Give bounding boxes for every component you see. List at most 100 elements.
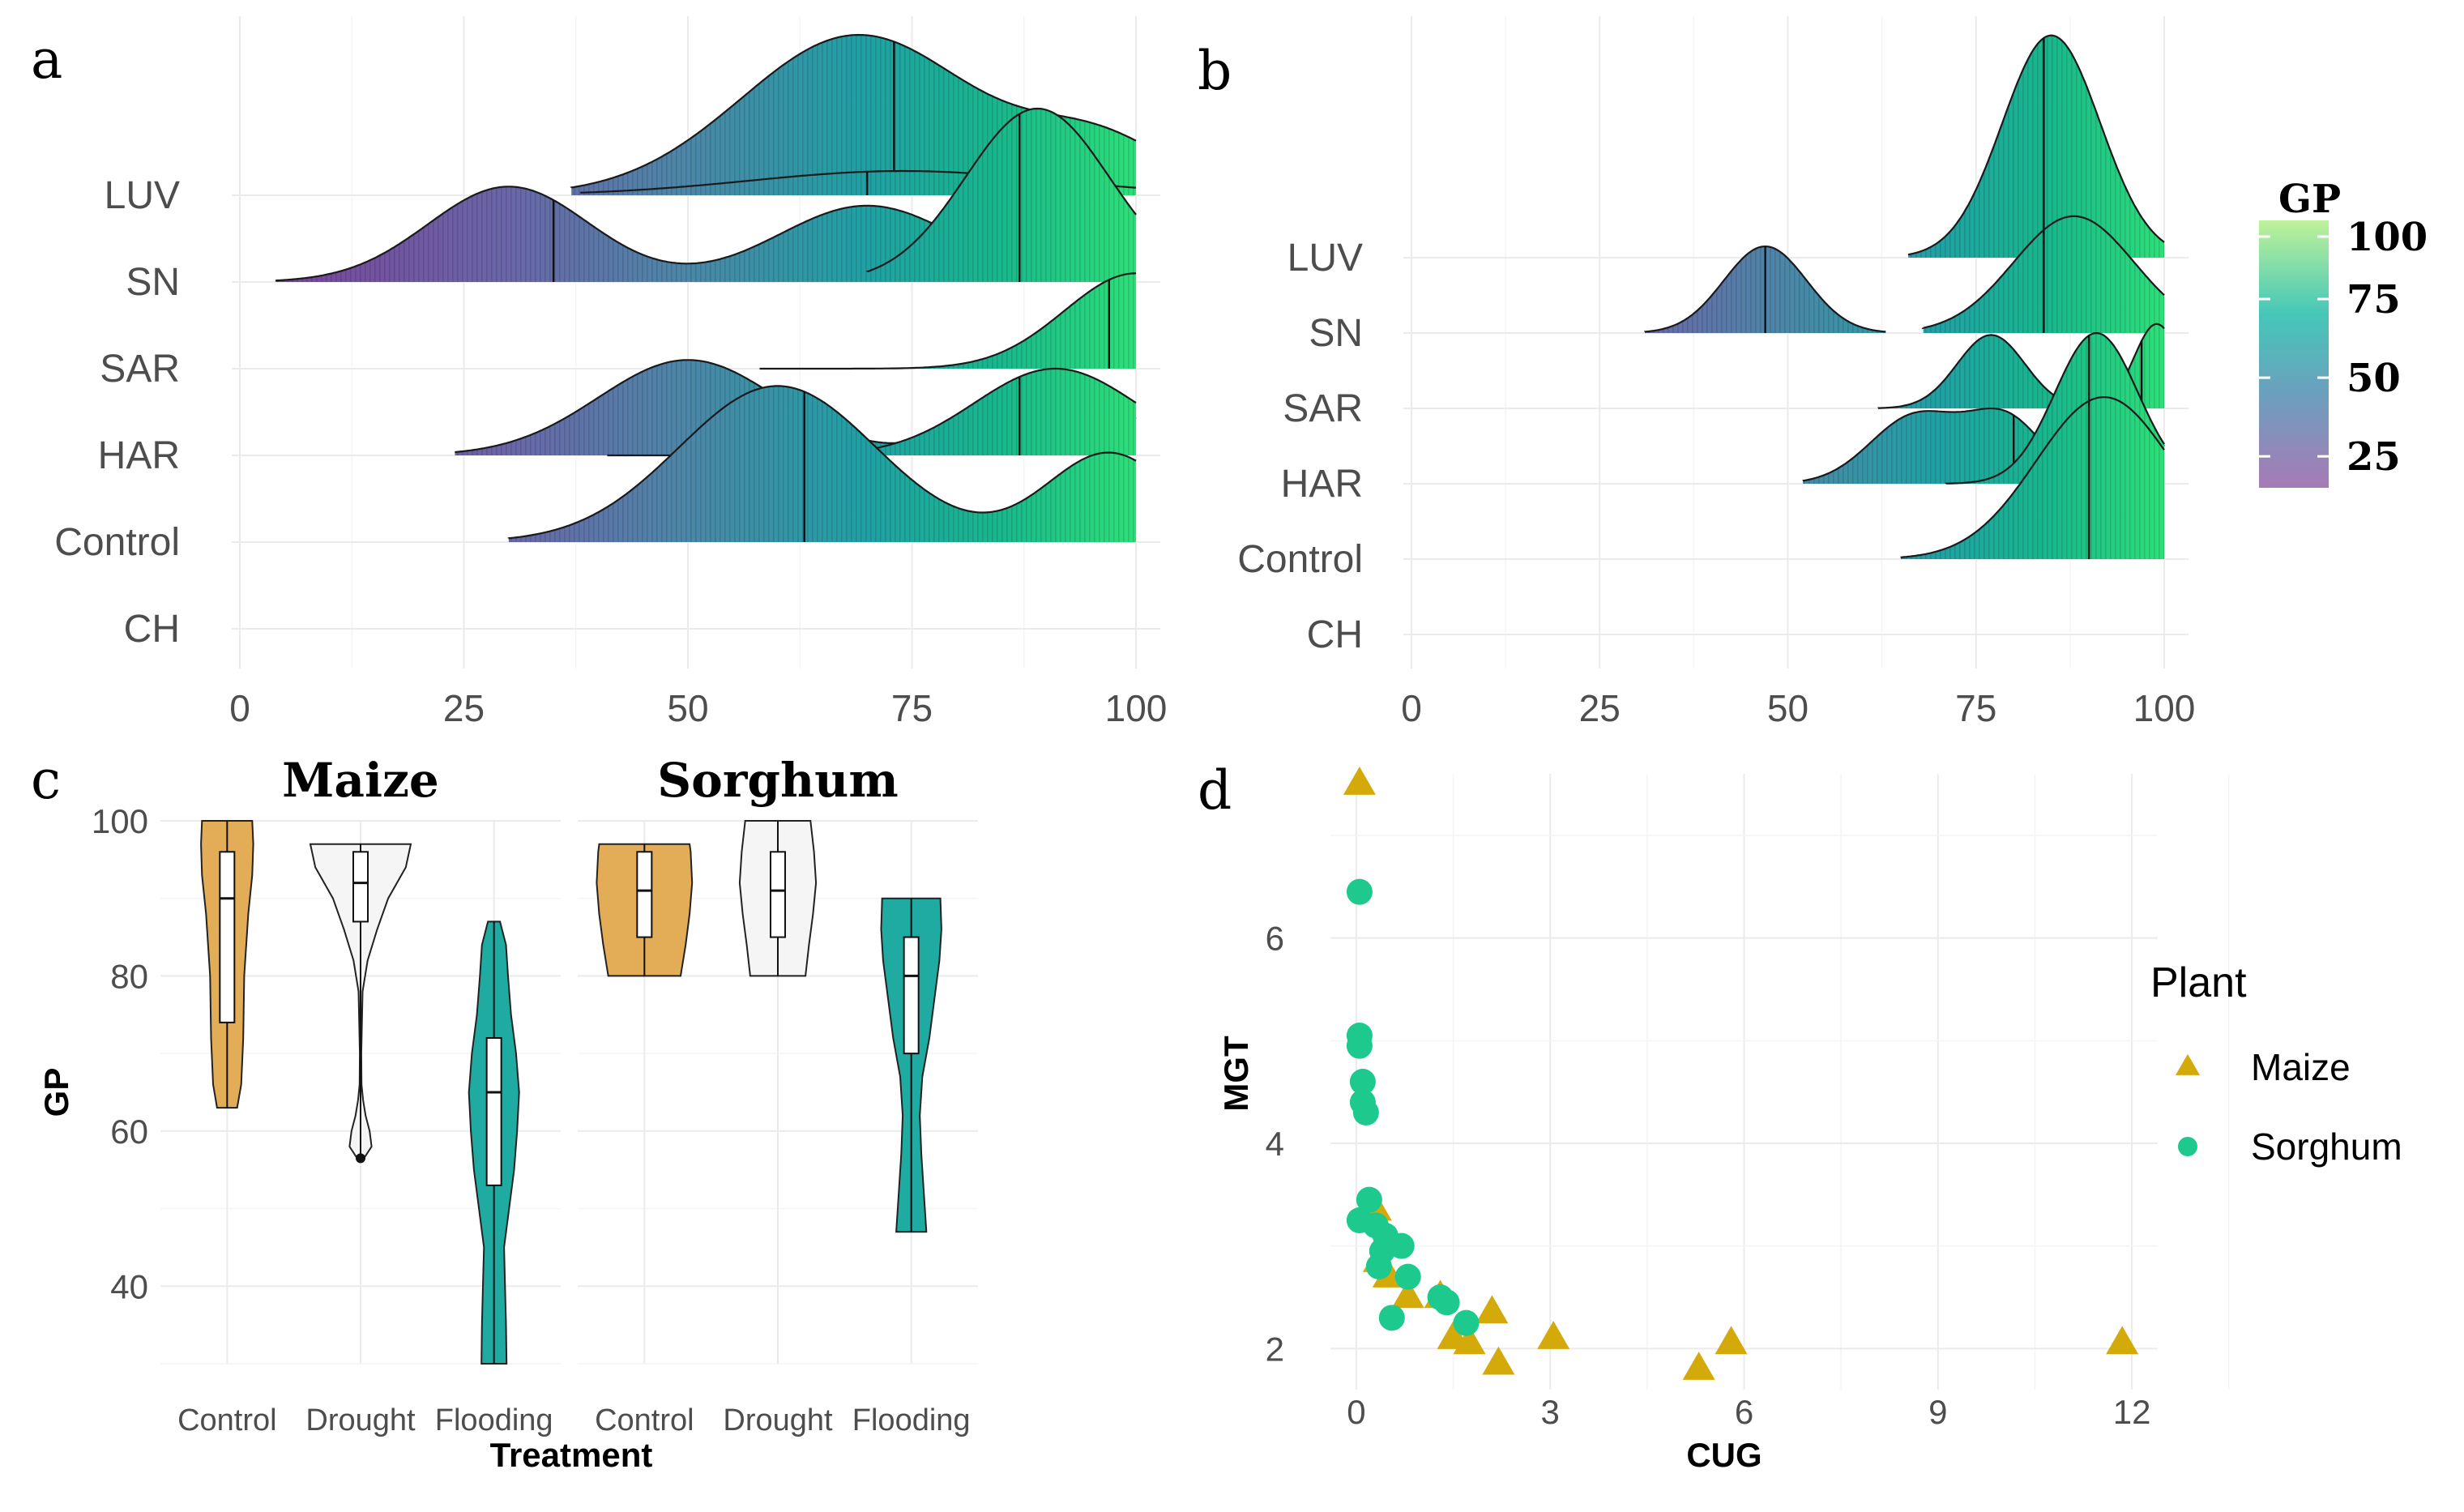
x-tick-label: 0 xyxy=(1401,687,1422,729)
panel-c-axes: Maize Control Drought Flooding Sorghum Contro… xyxy=(37,753,971,1474)
x-tick-label: 6 xyxy=(1735,1393,1753,1431)
category-label: SN xyxy=(1309,312,1363,355)
point-sorghum xyxy=(1378,1305,1405,1331)
ridge-hatch xyxy=(867,109,1136,282)
ridge-sn xyxy=(866,107,1137,282)
category-label: HAR xyxy=(98,434,180,477)
x-tick-label: Drought xyxy=(723,1403,833,1437)
panel-c-violins xyxy=(200,820,942,1365)
colorbar-gradient xyxy=(2259,220,2329,488)
facet-title: Sorghum xyxy=(657,753,898,808)
y-axis-title: GP xyxy=(37,1068,75,1117)
panel-label-a: a xyxy=(31,28,62,91)
ridge-sn xyxy=(1921,215,2165,333)
ridge-hatch xyxy=(1908,35,2164,258)
colorbar-ticks: 100 75 50 25 xyxy=(2259,215,2428,480)
x-tick-label: Control xyxy=(595,1403,694,1437)
category-label: HAR xyxy=(1281,463,1363,506)
point-sorghum xyxy=(1433,1289,1460,1316)
colorbar-tick-label: 75 xyxy=(2347,277,2401,322)
x-tick-label: Drought xyxy=(305,1403,416,1437)
x-tick-label: 25 xyxy=(1579,687,1621,729)
x-tick-label: 12 xyxy=(2113,1393,2151,1431)
violin-box xyxy=(485,1037,502,1186)
x-tick-label: 9 xyxy=(1928,1393,1947,1431)
violin-sorghum-drought xyxy=(738,820,818,977)
x-tick-label: 0 xyxy=(1347,1393,1365,1431)
violin-outlier xyxy=(356,1153,365,1164)
colorbar-title: GP xyxy=(2278,177,2341,222)
point-maize xyxy=(1391,1279,1424,1309)
point-maize xyxy=(1682,1352,1715,1380)
legend-label-sorghum: Sorghum xyxy=(2251,1125,2402,1168)
panel-a-x-ticks: 0 25 50 75 100 xyxy=(229,687,1167,729)
violin-sorghum-flooding xyxy=(880,897,942,1233)
y-tick-label: 100 xyxy=(92,802,148,840)
x-tick-label: 50 xyxy=(1767,687,1808,729)
point-maize xyxy=(1343,767,1376,795)
x-axis-title: CUG xyxy=(1686,1436,1762,1474)
violin-maize-flooding xyxy=(468,920,520,1365)
ridge-hatch xyxy=(508,386,1136,542)
category-label: SN xyxy=(126,261,180,304)
y-axis-title: MGT xyxy=(1217,1036,1255,1112)
point-maize xyxy=(2106,1326,2139,1355)
violin-box xyxy=(636,851,653,938)
ridge-outline xyxy=(866,107,1137,273)
ridge-control xyxy=(507,385,1137,542)
ridge-hatch xyxy=(1900,397,2164,559)
ridge-sn xyxy=(1643,245,1886,333)
gp-colorbar: GP 100 75 50 25 xyxy=(2259,177,2428,488)
x-tick-label: 3 xyxy=(1541,1393,1560,1431)
legend-key-sorghum xyxy=(2178,1137,2197,1156)
ridge-outline xyxy=(1945,331,2165,485)
ridge-hatch xyxy=(1803,408,2164,484)
panel-label-d: d xyxy=(1198,759,1232,822)
x-tick-label: Flooding xyxy=(435,1403,553,1437)
x-tick-label: 0 xyxy=(229,687,250,729)
panel-label-c: c xyxy=(31,749,61,811)
category-label: LUV xyxy=(1288,237,1363,280)
point-sorghum xyxy=(1346,1032,1373,1059)
ridge-outline xyxy=(1907,34,2165,256)
x-tick-label: Control xyxy=(177,1403,277,1437)
legend-label-maize: Maize xyxy=(2251,1046,2351,1088)
category-label: CH xyxy=(124,608,180,651)
point-maize xyxy=(1453,1326,1486,1355)
violin-box xyxy=(352,851,369,923)
x-tick-label: 100 xyxy=(2133,687,2196,729)
panel-d-axes: 0 3 6 9 12 2 4 6 CUG MGT xyxy=(1217,920,2150,1474)
violin-maize-drought xyxy=(309,843,412,1164)
violin-box xyxy=(903,936,920,1055)
x-tick-label: 100 xyxy=(1105,687,1168,729)
ridge-hatch xyxy=(759,273,1136,369)
x-axis-title: Treatment xyxy=(490,1436,653,1474)
category-label: SAR xyxy=(100,348,180,391)
panel-a-ridges xyxy=(275,33,1137,542)
violin-box xyxy=(219,851,236,1023)
panel-b-x-ticks: 0 25 50 75 100 xyxy=(1401,687,2195,729)
point-sorghum xyxy=(1349,1069,1376,1095)
panel-label-b: b xyxy=(1198,40,1232,102)
panel-a: LUV SN SAR HAR Control CH 0 25 50 75 100 xyxy=(54,16,1167,729)
colorbar-tick-label: 50 xyxy=(2347,356,2401,401)
x-tick-label: 75 xyxy=(1955,687,1996,729)
legend-key-maize xyxy=(2176,1053,2200,1075)
y-tick-label: 80 xyxy=(110,957,148,995)
x-tick-label: 75 xyxy=(891,687,933,729)
point-sorghum xyxy=(1453,1309,1480,1336)
panel-d-points xyxy=(1343,767,2139,1380)
y-tick-label: 60 xyxy=(110,1113,148,1151)
ridge-hatch xyxy=(1877,323,2164,408)
ridge-outline xyxy=(759,272,1137,370)
panel-b: LUV SN SAR HAR Control CH 0 25 50 75 100 xyxy=(1237,16,2195,729)
y-tick-label: 2 xyxy=(1266,1330,1284,1368)
ridge-control xyxy=(1900,396,2165,559)
x-tick-label: Flooding xyxy=(852,1403,971,1437)
y-tick-label: 4 xyxy=(1266,1125,1284,1163)
point-sorghum xyxy=(1346,878,1373,905)
ridge-hatch xyxy=(607,369,1136,455)
